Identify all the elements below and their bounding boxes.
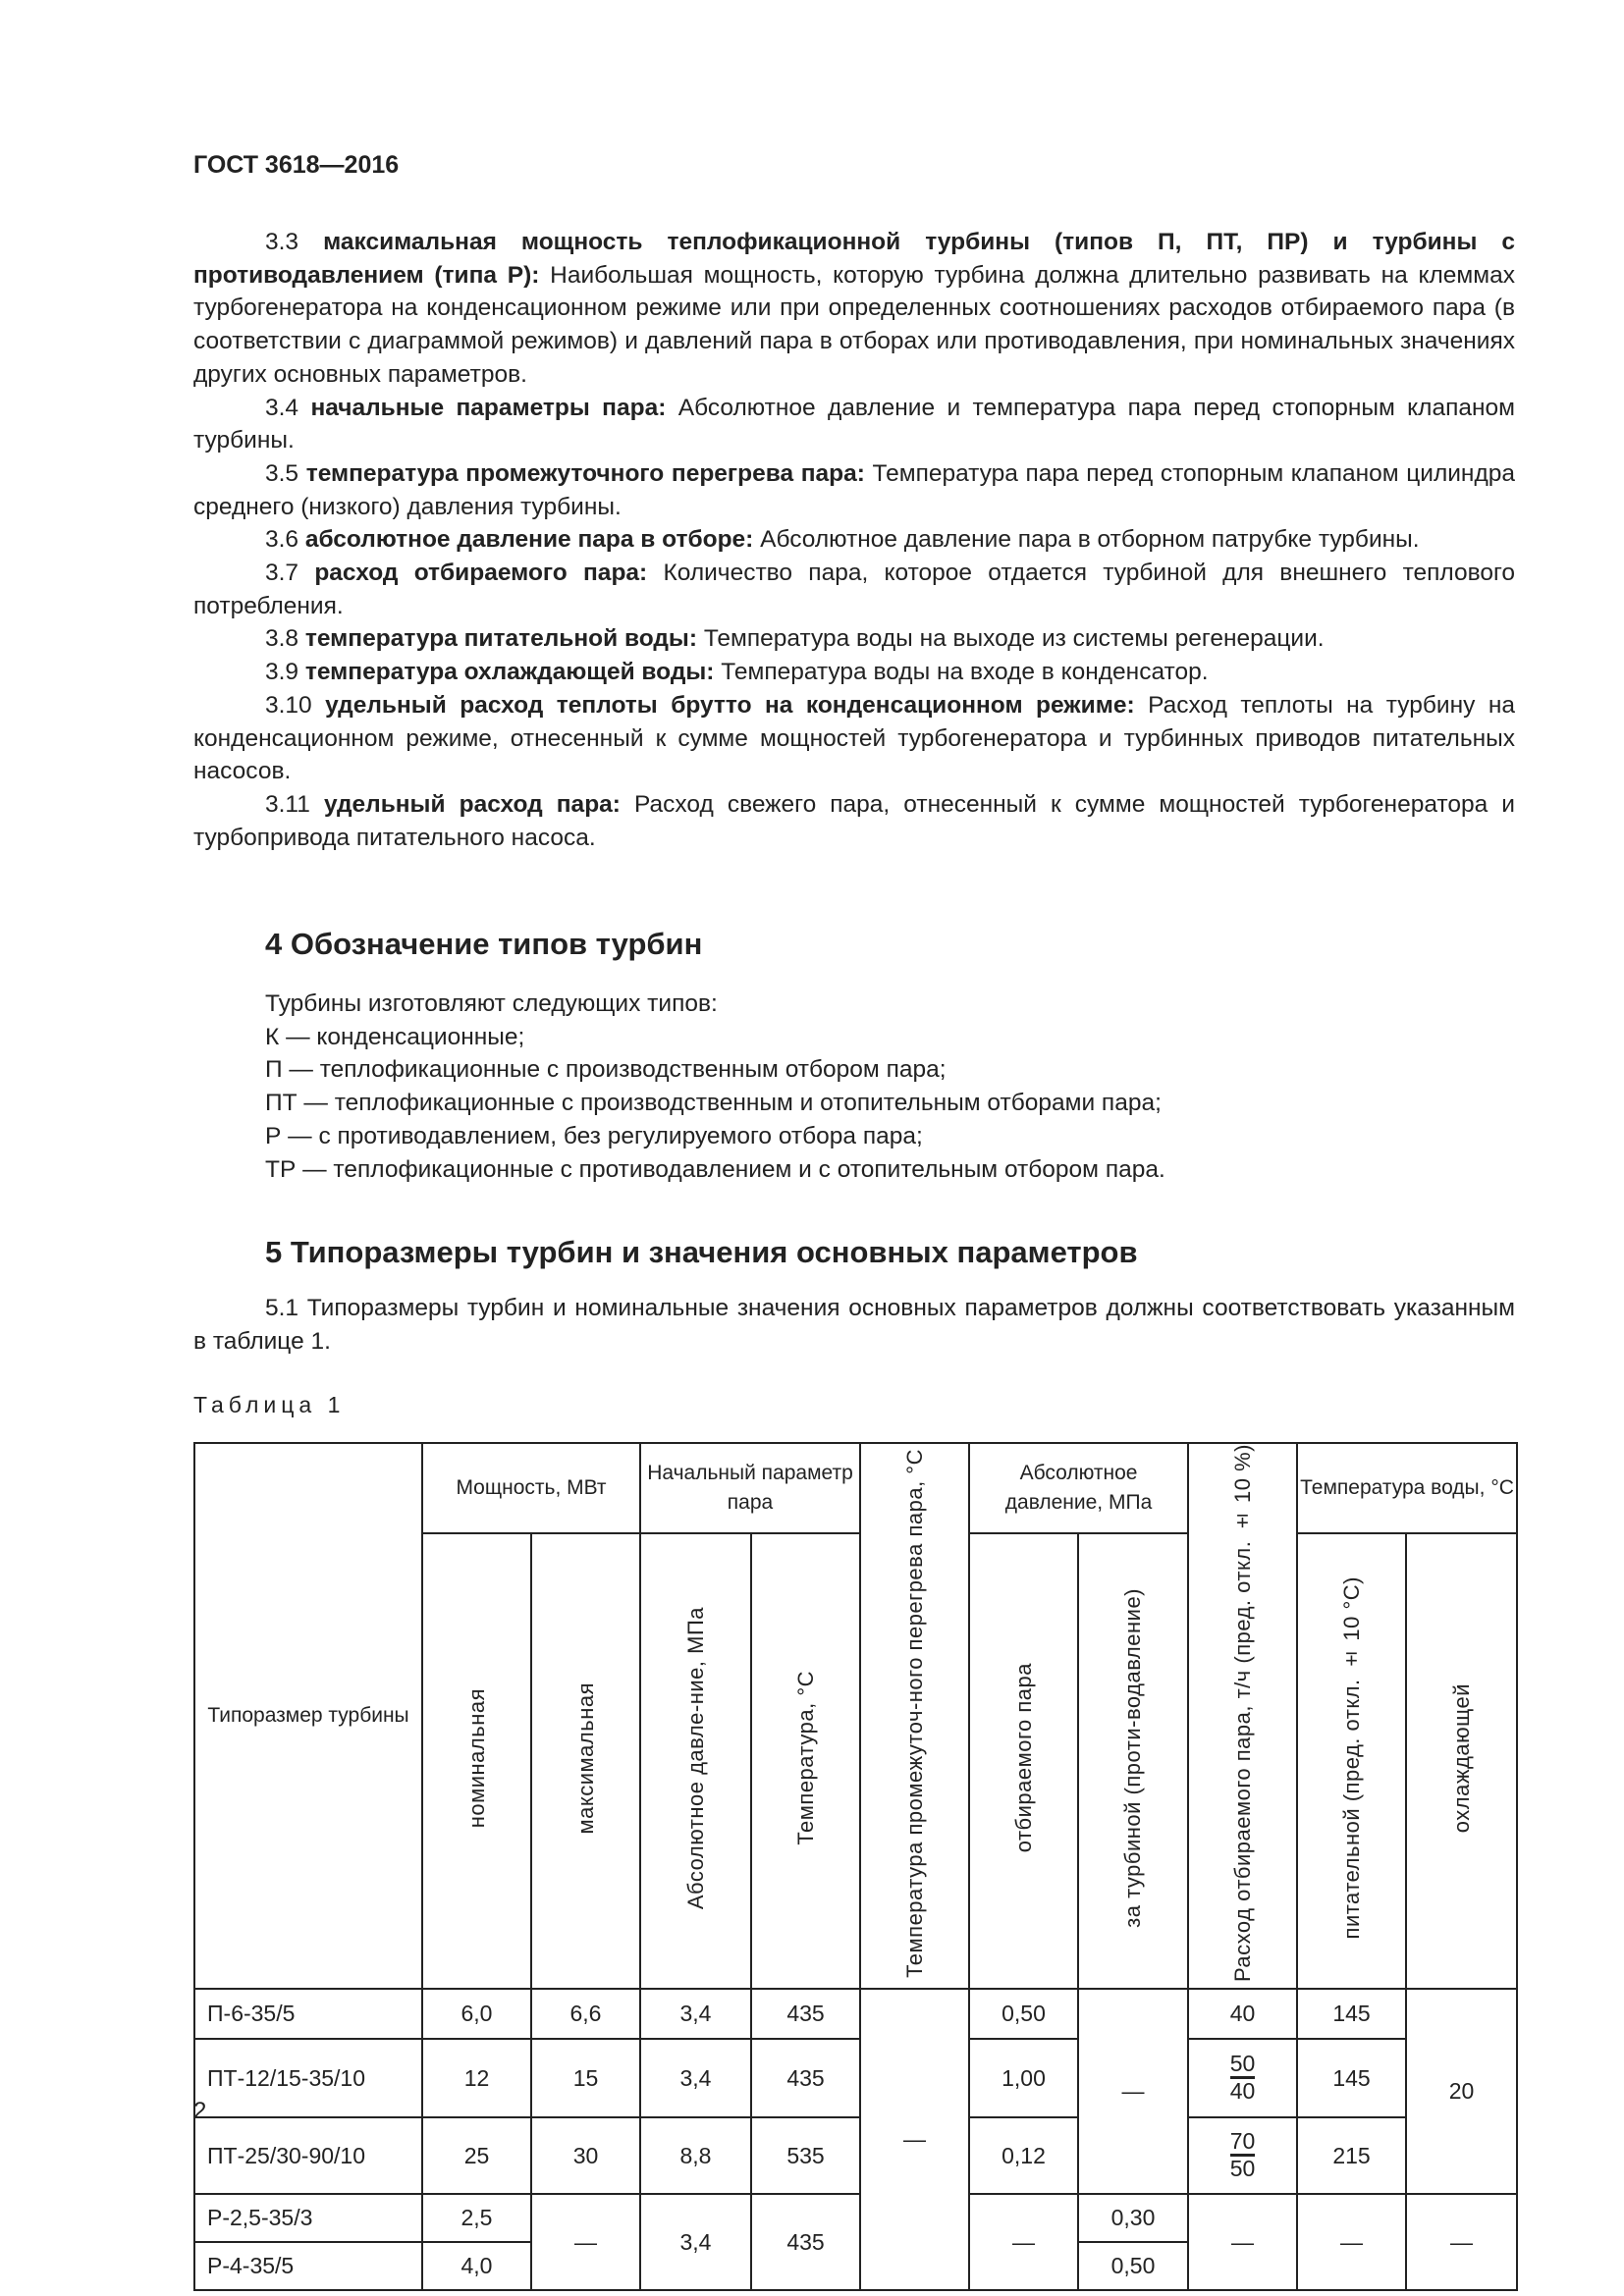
cell-t: 435 xyxy=(749,2193,862,2292)
cell-type: ПТ-12/15-35/10 xyxy=(193,2038,423,2119)
section-4-heading: 4 Обозначение типов турбин xyxy=(265,927,703,961)
header-reheat: Температура промежуточ-ного перегрева па… xyxy=(859,1441,971,1991)
cell-ext: 0,12 xyxy=(968,2116,1080,2196)
cell-feed: 215 xyxy=(1296,2116,1408,2196)
cell-nom: 2,5 xyxy=(421,2193,532,2244)
cell-max: 15 xyxy=(530,2038,641,2119)
list-item: П — теплофикационные с производственным … xyxy=(265,1056,947,1084)
section-5-heading: 5 Типоразмеры турбин и значения основных… xyxy=(265,1235,1138,1269)
header-abs-ext: отбираемого пара xyxy=(968,1532,1080,1991)
list-item: К — конденсационные; xyxy=(265,1023,525,1050)
table-row: П-6-35/5 6,0 6,6 3,4 435 — 0,50 — 40 145… xyxy=(193,1988,1519,2292)
cell-nom: 4,0 xyxy=(421,2241,532,2292)
cell-flow: 70 50 xyxy=(1187,2116,1299,2196)
header-flow: Расход отбираемого пара, т/ч (пред. откл… xyxy=(1187,1441,1299,1991)
header-power-max: максимальная xyxy=(530,1532,641,1991)
cell-reheat: — xyxy=(859,1988,971,2292)
header-initial-t: Температура, °С xyxy=(749,1532,862,1991)
header-initial-p: Абсолютное давле-ние, МПа xyxy=(639,1532,752,1991)
cell-back: 0,30 xyxy=(1077,2193,1190,2244)
cell-nom: 6,0 xyxy=(421,1988,532,2041)
cell-p: 3,4 xyxy=(639,2193,752,2292)
cell-cool: 20 xyxy=(1405,1988,1519,2196)
cell-flow: 40 xyxy=(1187,1988,1299,2041)
cell-type: ПТ-25/30-90/10 xyxy=(193,2116,423,2196)
header-type: Типоразмер турбины xyxy=(193,1441,423,1991)
cell-max: 6,6 xyxy=(530,1988,641,2041)
cell-back: — xyxy=(1077,1988,1190,2196)
definition-3-4: 3.4 начальные параметры пара: Абсолютное… xyxy=(193,394,1515,454)
cell-p: 8,8 xyxy=(639,2116,752,2196)
cell-feed: — xyxy=(1296,2193,1408,2292)
definition-3-3: 3.3 максимальная мощность теплофикационн… xyxy=(193,229,1515,388)
list-intro: Турбины изготовляют следующих типов: xyxy=(265,990,718,1017)
cell-back: 0,50 xyxy=(1077,2241,1190,2292)
cell-type: Р-4-35/5 xyxy=(193,2241,423,2292)
cell-flow: 50 40 xyxy=(1187,2038,1299,2119)
list-item: ПТ — теплофикационные с производственным… xyxy=(265,1090,1162,1117)
list-item: ТР — теплофикационные с противодавлением… xyxy=(265,1155,1165,1183)
header-power: Мощность, МВт xyxy=(421,1441,641,1535)
cell-ext: 0,50 xyxy=(968,1988,1080,2041)
list-item: Р — с противодавлением, без регулируемог… xyxy=(265,1122,923,1149)
header-water-feed: питательной (пред. откл. ± 10 °С) xyxy=(1296,1532,1408,1991)
cell-t: 435 xyxy=(749,1988,862,2041)
section-5-text: 5.1 Типоразмеры турбин и номинальные зна… xyxy=(193,1292,1515,1358)
document-header: ГОСТ 3618—2016 xyxy=(193,151,400,179)
definition-3-10: 3.10 удельный расход теплоты брутто на к… xyxy=(193,691,1515,785)
cell-ext: — xyxy=(968,2193,1080,2292)
cell-t: 535 xyxy=(749,2116,862,2196)
cell-feed: 145 xyxy=(1296,2038,1408,2119)
definition-3-9: 3.9 температура охлаждающей воды: Темпер… xyxy=(265,659,1209,686)
table-row: Р-4-35/5 4,0 0,50 xyxy=(193,2241,1517,2292)
table-row: ПТ-12/15-35/10 12 15 3,4 435 1,00 50 40 1… xyxy=(193,2038,1517,2119)
header-initial: Начальный параметр пара xyxy=(638,1441,862,1535)
definition-3-11: 3.11 удельный расход пара: Расход свежег… xyxy=(193,790,1515,851)
header-abs-back: за турбиной (проти-водавление) xyxy=(1077,1532,1190,1991)
header-water-cool: охлаждающей xyxy=(1405,1532,1519,1991)
definition-3-5: 3.5 температура промежуточного перегрева… xyxy=(193,459,1515,520)
header-abs-pressure: Абсолютное давление, МПа xyxy=(968,1441,1190,1535)
definition-3-8: 3.8 температура питательной воды: Темпер… xyxy=(265,625,1325,653)
table-row: ПТ-25/30-90/10 25 30 8,8 535 0,12 70 50 2… xyxy=(193,2116,1517,2196)
cell-feed: 145 xyxy=(1296,1988,1408,2041)
cell-t: 435 xyxy=(749,2038,862,2119)
turbine-parameters-table: Типоразмер турбины Мощность, МВт Начальн… xyxy=(193,1441,1519,2292)
definition-3-7: 3.7 расход отбираемого пара: Количество … xyxy=(193,560,1515,619)
cell-type: П-6-35/5 xyxy=(193,1988,423,2041)
header-water: Температура воды, °С xyxy=(1296,1441,1519,1535)
table-row: Р-2,5-35/3 2,5 — 3,4 435 — 0,30 — — — xyxy=(193,2193,1519,2292)
cell-p: 3,4 xyxy=(639,2038,752,2119)
cell-type: Р-2,5-35/3 xyxy=(193,2193,423,2244)
cell-max: 30 xyxy=(530,2116,641,2196)
table-caption: Таблица 1 xyxy=(193,1392,346,1417)
cell-max: — xyxy=(530,2193,641,2292)
cell-nom: 25 xyxy=(421,2116,532,2196)
header-power-nom: номинальная xyxy=(421,1532,532,1991)
cell-ext: 1,00 xyxy=(968,2038,1080,2119)
cell-flow: — xyxy=(1187,2193,1299,2292)
page-number: 2 xyxy=(193,2098,207,2124)
definitions: 3.3 максимальная мощность теплофикационн… xyxy=(193,226,1515,854)
definition-3-6: 3.6 абсолютное давление пара в отборе: А… xyxy=(265,526,1420,554)
turbine-types-list: Турбины изготовляют следующих типов: К —… xyxy=(265,988,1165,1186)
paragraph-5-1: 5.1 Типоразмеры турбин и номинальные зна… xyxy=(193,1295,1515,1355)
cell-cool: — xyxy=(1405,2193,1519,2292)
cell-p: 3,4 xyxy=(639,1988,752,2041)
cell-nom: 12 xyxy=(421,2038,532,2119)
